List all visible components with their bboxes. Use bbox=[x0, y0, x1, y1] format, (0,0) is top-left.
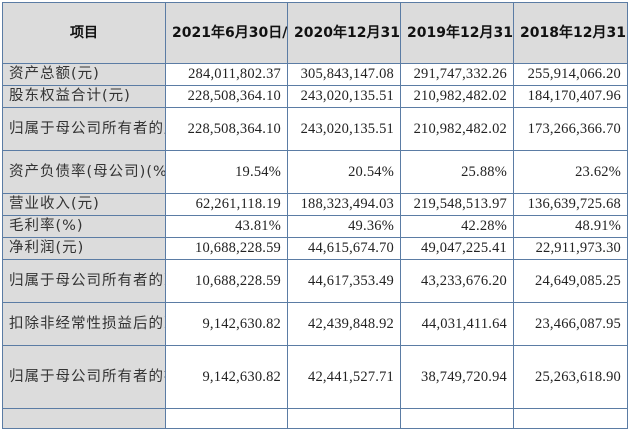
row-label: 股东权益合计(元) bbox=[2, 85, 166, 108]
row-label: 扣除非经常性损益后的净利润(元) bbox=[2, 302, 166, 346]
table-row: 归属于母公司所有者的扣除非经常性损益后的净利润(元) 9,142,630.82 … bbox=[2, 345, 628, 409]
row-label: 资产负债率(母公司)(%) bbox=[2, 150, 166, 194]
cell-value: 9,142,630.82 bbox=[165, 345, 288, 409]
row-label: 净利润(元) bbox=[2, 237, 166, 260]
cell-value: 38,749,720.94 bbox=[400, 345, 514, 409]
row-label: 归属于母公司所有者的净利润(元) bbox=[2, 259, 166, 303]
row-label: 归属于母公司所有者的股东权益(元) bbox=[2, 107, 166, 151]
cell-value: 62,261,118.19 bbox=[165, 193, 288, 216]
table-row: 归属于母公司所有者的股东权益(元) 228,508,364.10 243,020… bbox=[2, 107, 628, 151]
header-row: 项目 2021年6月30日/2021年1月—6月 2020年12月31日/202… bbox=[2, 2, 628, 64]
cell-value: 10,688,228.59 bbox=[165, 237, 288, 260]
header-2020: 2020年12月31日/2020年度 bbox=[287, 2, 401, 64]
row-label-truncated bbox=[2, 408, 166, 429]
cell-value: 42.28% bbox=[400, 215, 514, 238]
cell-value: 210,982,482.02 bbox=[400, 85, 514, 108]
table-row: 净利润(元) 10,688,228.59 44,615,674.70 49,04… bbox=[2, 237, 628, 260]
cell-value: 42,441,527.71 bbox=[287, 345, 401, 409]
header-2018: 2018年12月31日/2018年度 bbox=[513, 2, 628, 64]
table-row: 归属于母公司所有者的净利润(元) 10,688,228.59 44,617,35… bbox=[2, 259, 628, 303]
cell-value: 24,649,085.25 bbox=[513, 259, 628, 303]
cell-value bbox=[165, 408, 288, 429]
cell-value: 20.54% bbox=[287, 150, 401, 194]
cell-value: 184,170,407.96 bbox=[513, 85, 628, 108]
cell-value: 42,439,848.92 bbox=[287, 302, 401, 346]
table-row: 扣除非经常性损益后的净利润(元) 9,142,630.82 42,439,848… bbox=[2, 302, 628, 346]
table-row-truncated bbox=[2, 408, 628, 429]
cell-value: 48.91% bbox=[513, 215, 628, 238]
cell-value: 243,020,135.51 bbox=[287, 107, 401, 151]
cell-value bbox=[513, 408, 628, 429]
cell-value: 25.88% bbox=[400, 150, 514, 194]
header-item: 项目 bbox=[2, 2, 166, 64]
cell-value: 43,233,676.20 bbox=[400, 259, 514, 303]
header-2019: 2019年12月31日/2019年度 bbox=[400, 2, 514, 64]
cell-value: 49.36% bbox=[287, 215, 401, 238]
cell-value: 210,982,482.02 bbox=[400, 107, 514, 151]
cell-value: 9,142,630.82 bbox=[165, 302, 288, 346]
table-row: 毛利率(%) 43.81% 49.36% 42.28% 48.91% bbox=[2, 215, 628, 238]
row-label: 营业收入(元) bbox=[2, 193, 166, 216]
cell-value: 255,914,066.20 bbox=[513, 63, 628, 86]
table-row: 资产负债率(母公司)(%) 19.54% 20.54% 25.88% 23.62… bbox=[2, 150, 628, 194]
row-label: 归属于母公司所有者的扣除非经常性损益后的净利润(元) bbox=[2, 345, 166, 409]
cell-value: 188,323,494.03 bbox=[287, 193, 401, 216]
cell-value bbox=[400, 408, 514, 429]
cell-value: 284,011,802.37 bbox=[165, 63, 288, 86]
row-label: 毛利率(%) bbox=[2, 215, 166, 238]
cell-value: 22,911,973.30 bbox=[513, 237, 628, 260]
cell-value: 19.54% bbox=[165, 150, 288, 194]
cell-value: 243,020,135.51 bbox=[287, 85, 401, 108]
header-2021h1: 2021年6月30日/2021年1月—6月 bbox=[165, 2, 288, 64]
cell-value: 49,047,225.41 bbox=[400, 237, 514, 260]
table-row: 营业收入(元) 62,261,118.19 188,323,494.03 219… bbox=[2, 193, 628, 216]
cell-value: 44,031,411.64 bbox=[400, 302, 514, 346]
cell-value: 305,843,147.08 bbox=[287, 63, 401, 86]
cell-value: 23.62% bbox=[513, 150, 628, 194]
cell-value: 23,466,087.95 bbox=[513, 302, 628, 346]
table-row: 资产总额(元) 284,011,802.37 305,843,147.08 29… bbox=[2, 63, 628, 86]
table-row: 股东权益合计(元) 228,508,364.10 243,020,135.51 … bbox=[2, 85, 628, 108]
cell-value: 43.81% bbox=[165, 215, 288, 238]
cell-value: 25,263,618.90 bbox=[513, 345, 628, 409]
cell-value: 44,615,674.70 bbox=[287, 237, 401, 260]
cell-value: 228,508,364.10 bbox=[165, 107, 288, 151]
cell-value: 10,688,228.59 bbox=[165, 259, 288, 303]
row-label: 资产总额(元) bbox=[2, 63, 166, 86]
cell-value: 44,617,353.49 bbox=[287, 259, 401, 303]
cell-value: 291,747,332.26 bbox=[400, 63, 514, 86]
cell-value: 173,266,366.70 bbox=[513, 107, 628, 151]
cell-value: 136,639,725.68 bbox=[513, 193, 628, 216]
cell-value: 219,548,513.97 bbox=[400, 193, 514, 216]
cell-value bbox=[287, 408, 401, 429]
cell-value: 228,508,364.10 bbox=[165, 85, 288, 108]
